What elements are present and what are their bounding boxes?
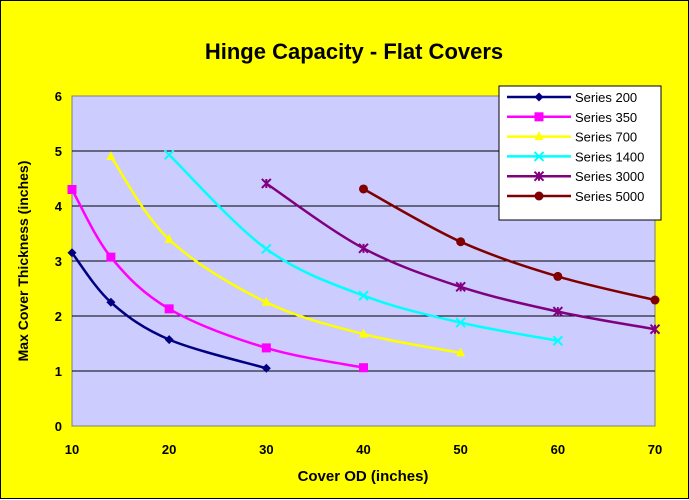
data-point <box>649 323 661 335</box>
data-point <box>552 306 564 317</box>
data-point <box>67 248 77 258</box>
data-point <box>261 243 272 255</box>
data-point <box>261 343 271 353</box>
data-point <box>261 178 272 189</box>
data-point <box>261 363 271 373</box>
data-point <box>106 252 116 262</box>
x-tick-label: 40 <box>356 442 370 457</box>
data-point <box>359 328 368 338</box>
y-tick-label: 6 <box>55 89 62 104</box>
data-point <box>358 243 369 254</box>
legend-marker <box>533 151 545 162</box>
x-axis-label: Cover OD (inches) <box>298 468 429 485</box>
y-tick-label: 4 <box>55 199 63 214</box>
legend-label: Series 700 <box>575 130 637 145</box>
data-point <box>359 363 368 373</box>
x-axis-ticks: 10 20 30 40 50 60 70 <box>65 442 662 457</box>
legend-label: Series 200 <box>575 90 637 105</box>
legend-label: Series 3000 <box>575 169 644 184</box>
series-line <box>362 187 656 302</box>
data-point <box>261 296 271 306</box>
legend: Series 200 Series 350 Series 700 Series 140… <box>498 85 662 221</box>
series-line <box>71 252 267 370</box>
y-axis-ticks: 0 1 2 3 4 5 6 <box>55 89 63 434</box>
data-point <box>164 335 174 345</box>
legend-box <box>498 85 662 221</box>
legend-marker <box>534 131 544 141</box>
data-point <box>456 347 466 357</box>
y-tick-label: 3 <box>55 254 62 269</box>
legend-label: Series 1400 <box>575 149 644 164</box>
data-point <box>358 290 369 301</box>
data-point <box>455 317 466 328</box>
data-point <box>67 185 77 194</box>
series-markers <box>67 149 661 373</box>
legend-marker <box>533 170 545 182</box>
y-tick-label: 2 <box>55 309 62 324</box>
x-tick-label: 10 <box>65 442 79 457</box>
chart-title: Hinge Capacity - Flat Covers <box>205 39 503 64</box>
data-point <box>106 151 116 160</box>
x-tick-label: 20 <box>162 442 176 457</box>
legend-marker <box>534 92 544 102</box>
legend-label: Series 350 <box>575 110 637 125</box>
x-tick-label: 70 <box>648 442 662 457</box>
x-tick-label: 60 <box>551 442 565 457</box>
y-axis-label: Max Cover Thickness (inches) <box>15 161 31 362</box>
y-tick-label: 5 <box>55 144 62 159</box>
x-tick-label: 50 <box>453 442 467 457</box>
data-point <box>164 304 174 314</box>
y-tick-label: 0 <box>55 419 62 434</box>
data-point <box>456 237 466 247</box>
data-point <box>164 234 174 244</box>
legend-marker <box>534 191 544 201</box>
legend-marker <box>534 112 544 122</box>
data-point <box>650 295 660 305</box>
data-point <box>553 271 563 281</box>
data-point <box>455 281 466 293</box>
data-point <box>106 297 116 307</box>
data-point <box>552 335 564 346</box>
y-tick-label: 1 <box>55 364 62 379</box>
data-point <box>359 184 368 194</box>
x-tick-label: 30 <box>259 442 273 457</box>
legend-label: Series 5000 <box>575 189 644 204</box>
data-point <box>163 149 175 161</box>
